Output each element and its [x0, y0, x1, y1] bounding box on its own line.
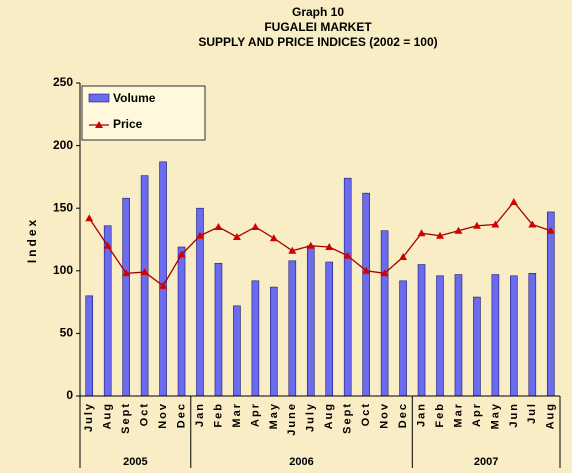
y-tick-label: 200	[53, 138, 73, 152]
price-marker	[103, 241, 112, 249]
bar	[159, 161, 167, 397]
legend-swatch	[88, 93, 110, 103]
bar	[85, 295, 94, 397]
x-group-label: 2007	[474, 456, 498, 468]
price-marker	[343, 251, 352, 259]
price-marker	[85, 214, 94, 222]
bar	[399, 280, 407, 397]
bar	[270, 286, 278, 397]
price-marker	[399, 253, 408, 261]
chart-title: FUGALEI MARKET	[264, 20, 372, 34]
bar	[546, 211, 555, 397]
x-tick-label: July	[305, 402, 317, 432]
x-group-label: 2005	[123, 456, 147, 468]
bar	[491, 274, 500, 397]
x-tick-label: Apr	[249, 402, 261, 427]
bar	[436, 275, 444, 397]
x-tick-label: Jan	[194, 402, 206, 427]
x-tick-label: Oct	[360, 402, 372, 426]
x-tick-label: Aug	[545, 402, 557, 429]
price-marker	[417, 229, 426, 237]
bar	[325, 261, 334, 397]
bar	[510, 275, 518, 397]
price-marker	[269, 234, 278, 242]
x-tick-label: Feb	[212, 402, 224, 428]
x-tick-label: June	[286, 402, 298, 436]
price-marker	[196, 231, 204, 239]
bar	[473, 296, 481, 397]
price-marker	[454, 226, 463, 234]
y-axis-label: Index	[25, 217, 39, 263]
x-group-label: 2006	[289, 456, 313, 468]
x-tick-label: Sept	[120, 402, 132, 434]
x-tick-label: Jun	[508, 402, 520, 428]
legend-label: Price	[113, 117, 143, 131]
price-marker	[288, 246, 297, 254]
price-marker	[159, 281, 168, 289]
chart-title: Graph 10	[292, 5, 344, 19]
price-marker	[140, 268, 149, 276]
x-tick-label: May	[489, 402, 501, 429]
price-marker	[251, 222, 260, 230]
price-marker	[362, 266, 371, 274]
x-tick-label: Feb	[434, 402, 446, 428]
price-marker	[306, 241, 315, 249]
bar	[233, 305, 241, 397]
bar	[362, 192, 370, 397]
price-marker	[509, 197, 518, 205]
y-tick-label: 0	[66, 388, 73, 402]
bar	[288, 260, 297, 397]
x-tick-label: Jul	[526, 402, 538, 424]
x-tick-label: Mar	[231, 402, 243, 428]
x-tick-label: Mar	[452, 402, 464, 428]
x-tick-label: Nov	[157, 402, 169, 429]
bar	[454, 274, 463, 397]
price-marker	[528, 220, 537, 228]
bar	[251, 280, 260, 397]
bar	[177, 246, 186, 397]
price-marker	[122, 269, 131, 277]
bar	[214, 262, 223, 397]
price-marker	[436, 231, 444, 239]
x-tick-label: Nov	[379, 402, 391, 429]
x-tick-label: July	[83, 402, 95, 432]
bar	[343, 177, 352, 397]
price-marker	[380, 269, 389, 277]
x-tick-label: Sept	[342, 402, 354, 434]
x-tick-label: Oct	[139, 402, 151, 426]
bar	[103, 225, 112, 397]
x-tick-label: Aug	[102, 402, 114, 429]
y-tick-label: 150	[53, 200, 73, 214]
y-tick-label: 50	[60, 326, 74, 340]
price-marker	[325, 243, 334, 251]
y-tick-label: 250	[53, 75, 73, 89]
x-tick-label: Jan	[415, 402, 427, 427]
y-tick-label: 100	[53, 263, 73, 277]
price-marker	[177, 250, 186, 258]
legend-label: Volume	[113, 91, 156, 105]
price-line	[88, 200, 551, 287]
x-tick-label: May	[268, 402, 280, 429]
price-marker	[232, 232, 241, 240]
bar	[122, 197, 130, 397]
price-marker	[546, 226, 555, 234]
price-marker	[472, 221, 481, 229]
price-marker	[491, 220, 500, 228]
bar	[417, 264, 426, 397]
x-tick-label: Apr	[471, 402, 483, 427]
chart-title: SUPPLY AND PRICE INDICES (2002 = 100)	[198, 35, 437, 49]
x-tick-label: Aug	[323, 402, 335, 429]
price-marker	[214, 222, 223, 230]
bar	[306, 245, 315, 397]
bar	[140, 175, 149, 397]
bar	[380, 230, 389, 397]
x-tick-label: Dec	[397, 402, 409, 428]
x-tick-label: Dec	[175, 402, 187, 428]
legend-marker	[95, 121, 103, 128]
bar	[528, 273, 537, 397]
